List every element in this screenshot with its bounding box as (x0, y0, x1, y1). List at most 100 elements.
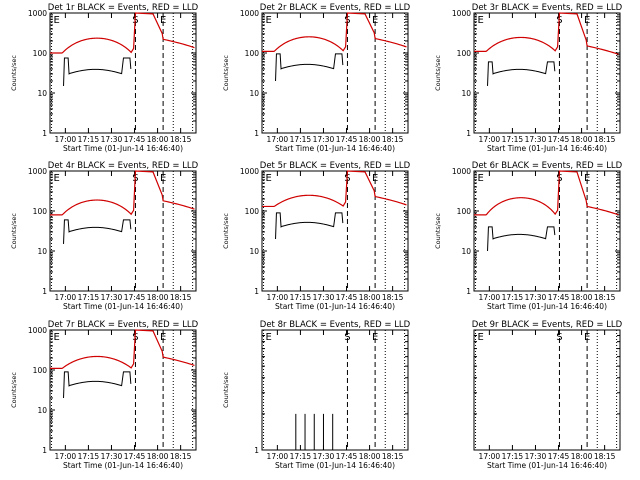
marker-label: E (266, 332, 272, 343)
marker-label: E (478, 173, 484, 184)
marker-label: S (556, 332, 562, 343)
y-tick-label: 10 (249, 247, 259, 256)
y-tick-label: 10 (461, 89, 471, 98)
y-tick-label: 10 (461, 247, 471, 256)
y-tick-label: 100 (245, 49, 260, 58)
panel-title: Det 8r BLACK = Events, RED = LLD (260, 320, 411, 330)
x-tick-label: 17:30 (101, 293, 123, 302)
x-tick-label: 17:15 (502, 293, 524, 302)
panel-title: Det 7r BLACK = Events, RED = LLD (48, 320, 199, 330)
x-axis-label: Start Time (01-Jun-14 16:46:40) (63, 302, 183, 311)
marker-label: E (160, 332, 166, 343)
x-tick-label: 17:30 (525, 135, 547, 144)
y-tick-label: 10 (37, 89, 47, 98)
y-tick-label: 1000 (28, 326, 47, 335)
series-line-red (262, 170, 407, 208)
x-tick-label: 17:30 (101, 135, 123, 144)
plot-frame (261, 170, 409, 292)
y-tick-label: 1 (466, 287, 471, 296)
series-line-red (262, 12, 407, 52)
x-tick-label: 17:30 (525, 293, 547, 302)
marker-label: E (266, 173, 272, 184)
marker-label: E (54, 332, 60, 343)
panel-title: Det 6r BLACK = Events, RED = LLD (472, 161, 623, 171)
x-axis-label: Start Time (01-Jun-14 16:46:40) (487, 302, 607, 311)
x-tick-label: 17:00 (479, 135, 501, 144)
x-axis-label: Start Time (01-Jun-14 16:46:40) (275, 144, 395, 153)
x-axis-label: Start Time (01-Jun-14 16:46:40) (275, 461, 395, 470)
y-tick-label: 1000 (452, 167, 471, 176)
y-tick-label: 1 (42, 129, 47, 138)
series-line-black (275, 212, 344, 239)
panel-6: Det 6r BLACK = Events, RED = LLD Counts/s… (434, 161, 623, 311)
y-axis-label: Counts/sec (10, 55, 18, 91)
y-tick-label: 100 (33, 207, 48, 216)
y-tick-label: 100 (457, 49, 472, 58)
x-tick-label: 18:00 (571, 293, 593, 302)
y-tick-label: 100 (245, 207, 260, 216)
series-line-red (474, 12, 619, 55)
y-tick-label: 1 (254, 446, 259, 455)
x-tick-label: 17:45 (124, 135, 146, 144)
x-tick-label: 17:00 (267, 135, 289, 144)
marker-label: E (160, 173, 166, 184)
x-tick-label: 18:15 (594, 452, 616, 461)
series-line-black (487, 226, 556, 252)
x-tick-label: 17:00 (479, 293, 501, 302)
x-tick-label: 18:00 (571, 452, 593, 461)
x-tick-label: 18:15 (382, 135, 404, 144)
series-line-black (487, 61, 556, 86)
panel-title: Det 4r BLACK = Events, RED = LLD (48, 161, 199, 171)
y-tick-label: 1000 (28, 9, 47, 18)
plot-frame (49, 170, 197, 292)
panel-title: Det 9r BLACK = Events, RED = LLD (472, 320, 623, 330)
x-tick-label: 17:45 (124, 452, 146, 461)
marker-label: E (584, 173, 590, 184)
y-axis-label: Counts/sec (10, 213, 18, 249)
marker-label: E (478, 15, 484, 26)
x-tick-label: 17:15 (78, 135, 100, 144)
x-tick-label: 17:15 (502, 135, 524, 144)
y-tick-label: 1000 (452, 9, 471, 18)
x-tick-label: 17:00 (55, 135, 77, 144)
x-tick-label: 17:15 (78, 452, 100, 461)
marker-label: E (372, 332, 378, 343)
marker-label: E (54, 15, 60, 26)
plot-frame (473, 12, 621, 134)
plot-frame (261, 12, 409, 134)
panel-title: Det 2r BLACK = Events, RED = LLD (260, 3, 411, 13)
x-tick-label: 17:15 (502, 452, 524, 461)
x-tick-label: 17:00 (267, 293, 289, 302)
y-axis-label: Counts/sec (434, 213, 442, 249)
x-tick-label: 17:45 (124, 293, 146, 302)
x-tick-label: 18:00 (359, 135, 381, 144)
x-tick-label: 17:45 (548, 293, 570, 302)
x-tick-label: 18:00 (147, 293, 169, 302)
plot-frame (49, 12, 197, 134)
y-tick-label: 100 (33, 366, 48, 375)
panel-7: Det 7r BLACK = Events, RED = LLD Counts/s… (10, 320, 199, 470)
plot-frame (473, 170, 621, 292)
x-tick-label: 17:45 (336, 452, 358, 461)
panel-title: Det 3r BLACK = Events, RED = LLD (472, 3, 623, 13)
x-tick-label: 17:15 (290, 293, 312, 302)
series-line-black (63, 219, 132, 244)
panel-4: Det 4r BLACK = Events, RED = LLD Counts/s… (10, 161, 199, 311)
series-line-red (50, 170, 195, 216)
x-tick-label: 18:15 (170, 452, 192, 461)
panel-title: Det 5r BLACK = Events, RED = LLD (260, 161, 411, 171)
marker-label: E (478, 332, 484, 343)
y-axis-label: Counts/sec (10, 372, 18, 408)
y-tick-label: 100 (33, 49, 48, 58)
x-tick-label: 18:15 (382, 452, 404, 461)
marker-label: E (266, 15, 272, 26)
x-tick-label: 17:45 (336, 293, 358, 302)
series-line-black (63, 371, 132, 398)
series-line-red (50, 12, 195, 54)
x-tick-label: 17:45 (548, 135, 570, 144)
x-axis-label: Start Time (01-Jun-14 16:46:40) (487, 461, 607, 470)
x-tick-label: 17:00 (267, 452, 289, 461)
x-tick-label: 17:30 (313, 452, 335, 461)
y-axis-label: Counts/sec (222, 55, 230, 91)
